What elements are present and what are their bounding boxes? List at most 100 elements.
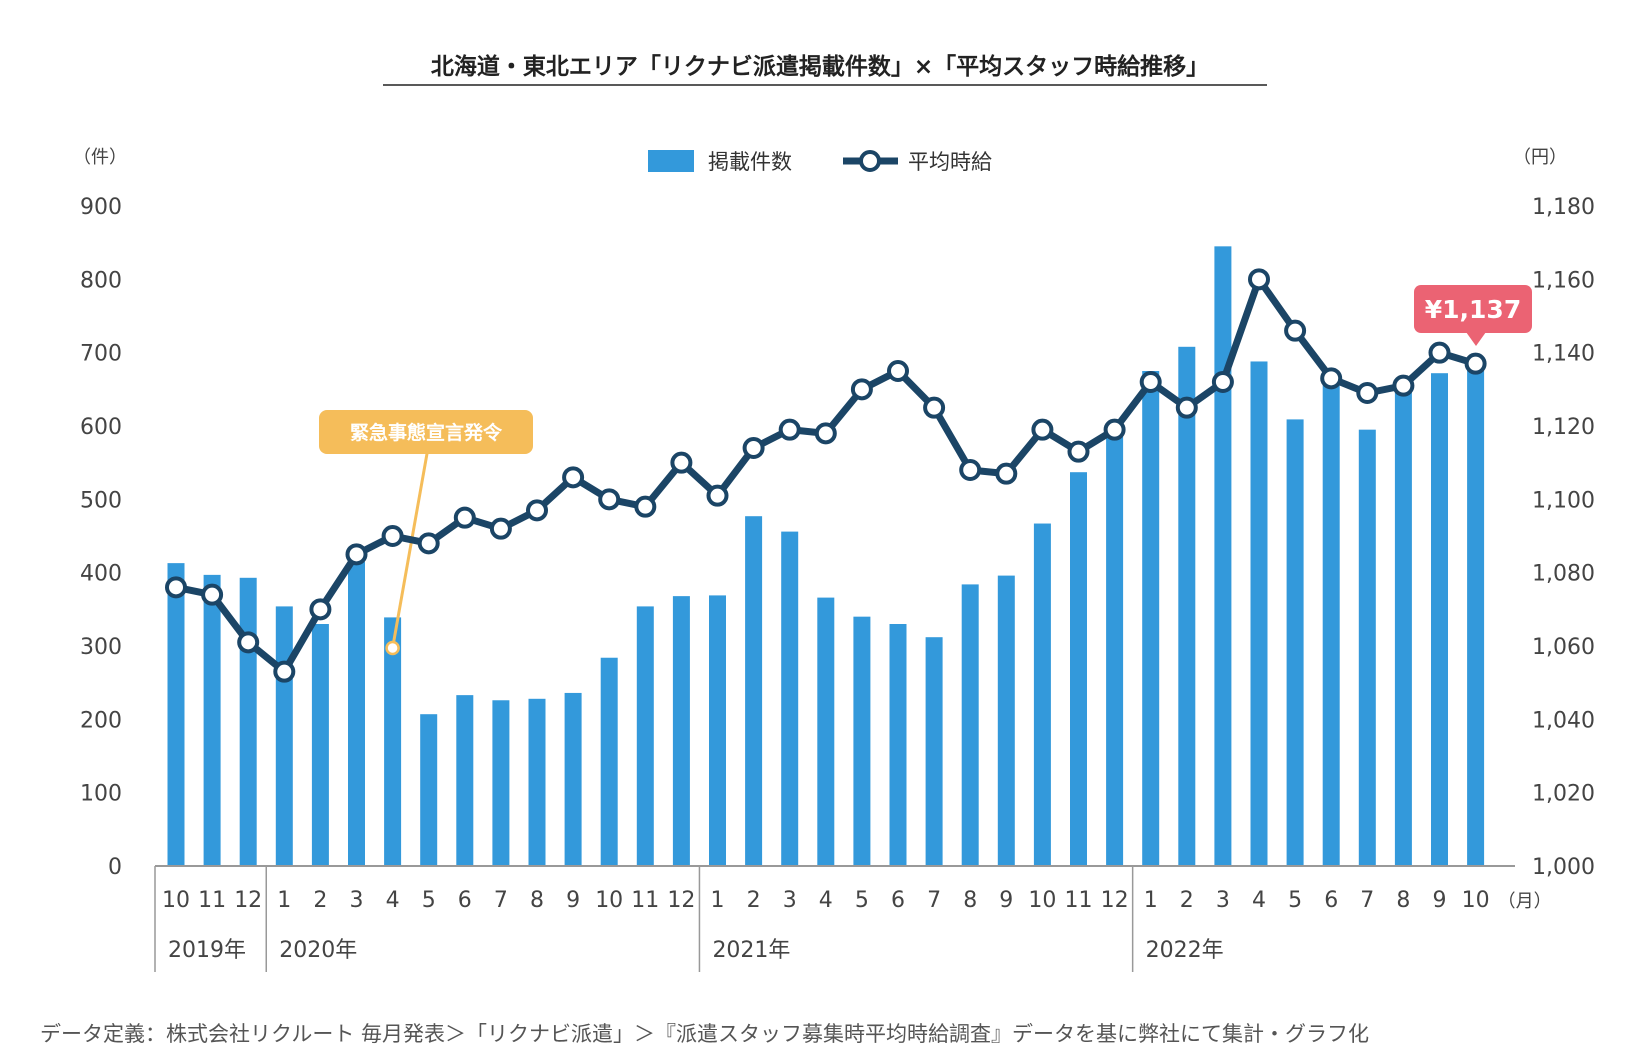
wage-point bbox=[309, 598, 332, 621]
bar-listings bbox=[709, 595, 726, 866]
bar-listings bbox=[1250, 361, 1268, 866]
legend-line-marker bbox=[859, 150, 881, 172]
legend-bar-label: 掲載件数 bbox=[708, 150, 792, 174]
year-label: 2022年 bbox=[1146, 938, 1224, 963]
right-tick-label: 1,020 bbox=[1532, 782, 1595, 807]
month-label: 7 bbox=[927, 888, 941, 913]
month-label: 11 bbox=[198, 888, 226, 913]
bar-listings bbox=[1033, 523, 1051, 866]
wage-point bbox=[706, 484, 729, 507]
wage-point bbox=[1211, 371, 1234, 393]
month-label: 5 bbox=[855, 888, 869, 913]
bar-listings bbox=[636, 606, 654, 866]
wage-point bbox=[1392, 374, 1415, 397]
wage-point bbox=[778, 418, 801, 441]
bar-listings bbox=[456, 695, 474, 866]
bar-listings bbox=[1106, 427, 1124, 866]
month-label: 4 bbox=[386, 888, 400, 913]
bar-listings bbox=[420, 714, 438, 866]
left-tick-label: 700 bbox=[80, 342, 122, 367]
wage-point bbox=[489, 517, 512, 540]
year-label: 2021年 bbox=[712, 938, 790, 963]
month-label: 11 bbox=[631, 888, 659, 913]
legend-line-label: 平均時給 bbox=[908, 150, 992, 174]
left-tick-label: 600 bbox=[80, 415, 122, 440]
wage-point bbox=[995, 462, 1018, 485]
right-tick-label: 1,060 bbox=[1532, 635, 1595, 660]
right-tick-label: 1,040 bbox=[1532, 708, 1595, 733]
bar-listings bbox=[925, 637, 943, 866]
month-label: 3 bbox=[350, 888, 364, 913]
wage-point bbox=[526, 499, 548, 522]
bar-listings bbox=[1214, 246, 1232, 867]
month-label: 10 bbox=[1462, 888, 1490, 913]
wage-point bbox=[1067, 440, 1090, 463]
month-label: 7 bbox=[1360, 888, 1374, 913]
wage-point bbox=[923, 396, 946, 419]
bar-listings bbox=[348, 561, 365, 866]
left-tick-label: 400 bbox=[80, 562, 122, 587]
latest-price-pointer bbox=[1466, 332, 1486, 346]
right-tick-label: 1,160 bbox=[1532, 268, 1595, 293]
bar-listings bbox=[1394, 389, 1412, 866]
left-tick-label: 0 bbox=[108, 855, 122, 880]
month-label: 12 bbox=[667, 888, 695, 913]
bar-listings bbox=[781, 531, 799, 866]
wage-point bbox=[1284, 319, 1307, 342]
year-label: 2020年 bbox=[279, 938, 357, 963]
wage-point bbox=[273, 660, 296, 683]
month-label: 5 bbox=[422, 888, 436, 913]
month-label: 10 bbox=[595, 888, 623, 913]
wage-point bbox=[1428, 341, 1451, 364]
bar-listings bbox=[1467, 360, 1485, 866]
legend-bar-swatch bbox=[648, 150, 694, 172]
wage-point bbox=[1248, 268, 1270, 291]
bar-listings bbox=[1178, 346, 1196, 866]
emergency-callout-box bbox=[319, 410, 533, 454]
month-label: 9 bbox=[1433, 888, 1447, 913]
wage-point bbox=[453, 506, 476, 529]
bar-listings bbox=[275, 606, 293, 866]
bar-listings bbox=[997, 575, 1015, 866]
wage-point bbox=[1103, 418, 1126, 441]
month-label: 6 bbox=[891, 888, 905, 913]
emergency-callout-label: 緊急事態宣言発令 bbox=[350, 421, 503, 444]
wage-point bbox=[417, 532, 440, 555]
left-tick-label: 300 bbox=[80, 635, 122, 660]
bar-listings bbox=[889, 624, 907, 866]
month-label: 2 bbox=[313, 888, 327, 913]
right-tick-label: 1,000 bbox=[1532, 855, 1595, 880]
bar-listings bbox=[1142, 371, 1160, 866]
latest-price-box bbox=[1414, 285, 1532, 333]
wage-point bbox=[1031, 418, 1054, 441]
latest-price-label: ¥1,137 bbox=[1425, 295, 1521, 324]
month-label: 12 bbox=[1101, 888, 1129, 913]
month-label: 6 bbox=[458, 888, 472, 913]
month-label: 9 bbox=[566, 888, 580, 913]
wage-point bbox=[165, 576, 187, 599]
source-note: データ定義：株式会社リクルート 毎月発表＞「リクナビ派遣」＞『派遣スタッフ募集時… bbox=[40, 1022, 1370, 1046]
bar-listings bbox=[817, 597, 835, 866]
wage-point bbox=[201, 583, 224, 606]
right-tick-label: 1,080 bbox=[1532, 562, 1595, 587]
bar-listings bbox=[1431, 373, 1448, 866]
bar-listings bbox=[311, 624, 329, 866]
month-label: 4 bbox=[819, 888, 833, 913]
bar-listings bbox=[1286, 419, 1304, 866]
right-tick-label: 1,140 bbox=[1532, 342, 1595, 367]
bar-listings bbox=[384, 617, 402, 866]
bar-listings bbox=[528, 698, 546, 866]
month-label: 5 bbox=[1288, 888, 1302, 913]
bar-listings bbox=[1322, 376, 1340, 866]
month-label: 8 bbox=[530, 888, 544, 913]
left-tick-label: 500 bbox=[80, 488, 122, 513]
bar-listings bbox=[167, 563, 185, 866]
month-label: 2 bbox=[1180, 888, 1194, 913]
bar-listings bbox=[492, 700, 510, 866]
month-label: 8 bbox=[963, 888, 977, 913]
right-tick-label: 1,120 bbox=[1532, 415, 1595, 440]
wage-point bbox=[345, 543, 368, 566]
month-label: 1 bbox=[277, 888, 291, 913]
wage-point bbox=[1464, 352, 1487, 375]
bar-listings bbox=[564, 692, 582, 866]
